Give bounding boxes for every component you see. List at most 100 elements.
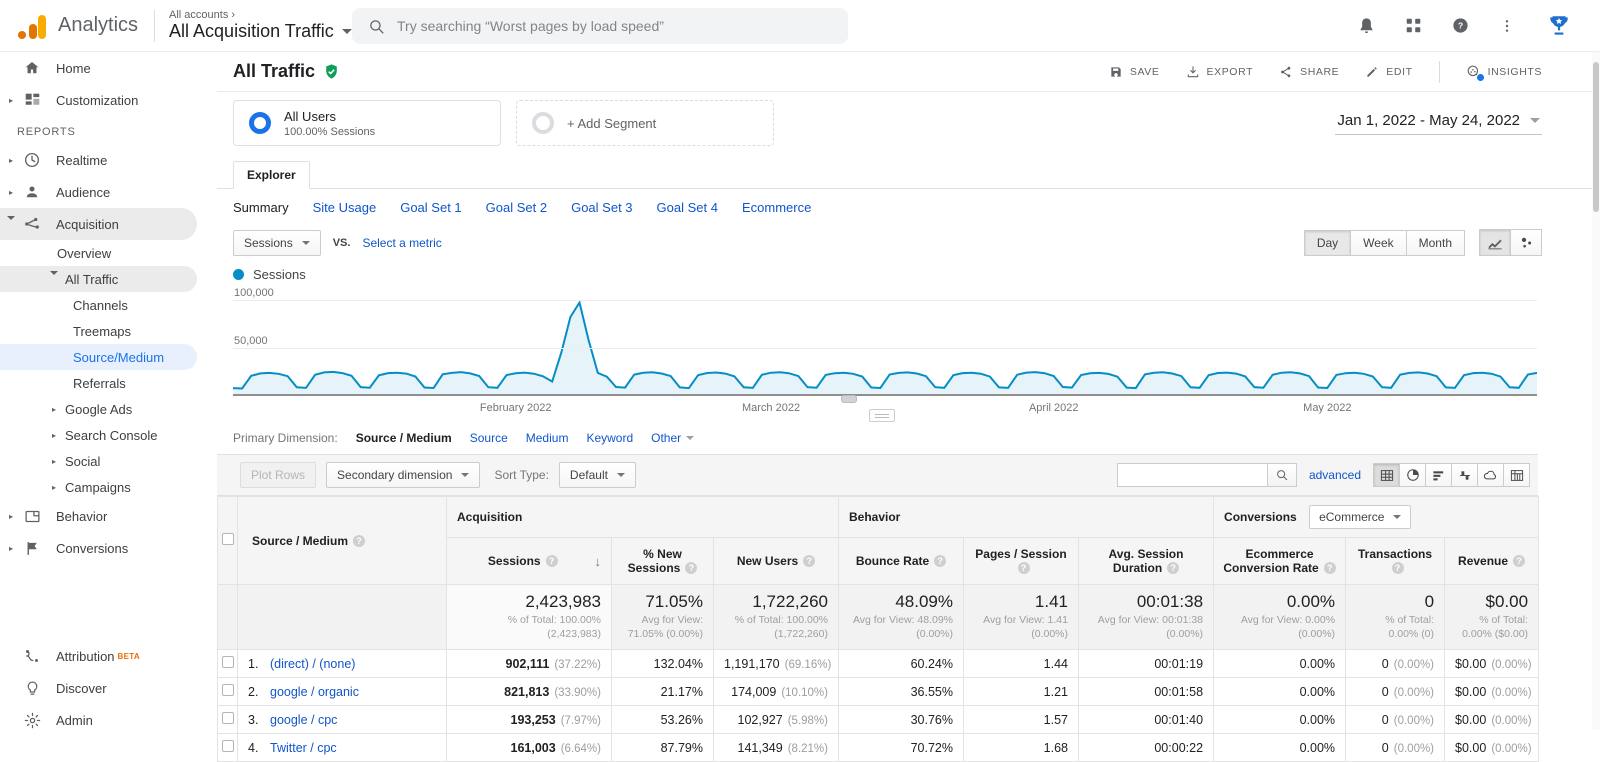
sort-type-button[interactable]: Default [558,462,636,488]
sidebar-item-channels[interactable]: Channels [73,297,128,313]
motion-chart-view-button[interactable] [1510,229,1542,256]
sidebar-item-conversions[interactable]: ▸ Conversions [8,540,129,556]
chart-scrub-handle[interactable] [840,395,857,403]
help-icon[interactable]: ? [1450,16,1470,36]
kebab-menu-icon[interactable] [1497,16,1517,36]
column-header-new-users[interactable]: New Users [713,537,839,585]
secondary-dimension-button[interactable]: Secondary dimension [326,462,481,488]
source-medium-link[interactable]: google / organic [270,684,359,699]
performance-view-button[interactable] [1425,463,1452,487]
sidebar-item-overview[interactable]: Overview [57,245,112,261]
help-icon[interactable] [1513,555,1526,567]
subtab-ecommerce[interactable]: Ecommerce [741,200,812,215]
select-metric-link[interactable]: Select a metric [362,235,442,250]
data-table-view-button[interactable] [1373,463,1400,487]
granularity-week-button[interactable]: Week [1350,229,1407,256]
help-icon[interactable] [1323,562,1336,574]
table-search-input[interactable] [1116,463,1267,487]
help-icon[interactable] [803,555,816,567]
apps-grid-icon[interactable] [1403,16,1423,36]
edit-button[interactable]: EDIT [1365,65,1412,79]
column-header-ecommerce-conversion-rate[interactable]: Ecommerce Conversion Rate [1213,537,1347,585]
sidebar-item-discover[interactable]: Discover [0,672,217,704]
sidebar-item-source-medium[interactable]: Source/Medium [0,344,197,370]
subtab-goal-set-2[interactable]: Goal Set 2 [485,200,548,215]
source-medium-link[interactable]: (direct) / (none) [270,656,356,671]
share-button[interactable]: SHARE [1279,65,1339,79]
subtab-site-usage[interactable]: Site Usage [312,200,377,215]
chart-expander-handle[interactable] [869,409,896,422]
advanced-link[interactable]: advanced [1308,468,1361,482]
sidebar-item-campaigns[interactable]: ▸ Campaigns [51,479,131,495]
table-row[interactable]: 1. (direct) / (none) 902,111 (37.22%) 132.… [217,649,1540,679]
tab-explorer[interactable]: Explorer [233,161,310,189]
source-medium-link[interactable]: google / cpc [270,712,338,727]
date-range-picker[interactable]: Jan 1, 2022 - May 24, 2022 [1335,112,1542,135]
table-search-button[interactable] [1266,463,1297,487]
sidebar-item-treemaps[interactable]: Treemaps [73,323,132,339]
sidebar-item-audience[interactable]: ▸ Audience [8,184,111,200]
table-row[interactable]: 2. google / organic 821,813 (33.90%) 21.17… [217,677,1540,707]
chart-plot[interactable]: 100,000 50,000 [233,287,1537,403]
user-avatar[interactable] [1544,11,1574,41]
pivot-view-button[interactable] [1503,463,1530,487]
term-cloud-view-button[interactable] [1477,463,1504,487]
source-medium-link[interactable]: Twitter / cpc [270,740,337,755]
primary-dim-keyword[interactable]: Keyword [586,431,634,445]
help-icon[interactable] [685,562,698,574]
subtab-goal-set-3[interactable]: Goal Set 3 [571,200,633,215]
sidebar-item-customization[interactable]: ▸ Customization [8,92,139,108]
segment-all-users[interactable]: All Users 100.00% Sessions [233,100,501,146]
select-all-checkbox[interactable] [221,533,234,545]
line-chart-view-button[interactable] [1479,229,1511,256]
help-icon[interactable] [353,534,366,547]
primary-dim-other[interactable]: Other [651,431,695,445]
sidebar-item-realtime[interactable]: ▸ Realtime [8,152,108,168]
primary-dim-source-medium[interactable]: Source / Medium [355,431,452,445]
granularity-month-button[interactable]: Month [1405,229,1465,256]
analytics-logo[interactable]: Analytics [0,13,138,39]
column-header-pages-session[interactable]: Pages / Session [963,537,1079,585]
help-icon[interactable] [934,555,947,567]
add-segment-button[interactable]: + Add Segment [516,100,774,146]
sidebar-item-admin[interactable]: Admin [0,704,217,730]
primary-dim-medium[interactable]: Medium [525,431,569,445]
column-header-sessions[interactable]: Sessions [446,537,612,585]
conversions-type-selector[interactable]: eCommerce [1309,505,1412,529]
export-button[interactable]: EXPORT [1186,65,1254,79]
table-row[interactable]: 4. Twitter / cpc 161,003 (6.64%) 87.79% 14… [217,733,1540,762]
granularity-day-button[interactable]: Day [1303,229,1352,256]
column-header-revenue[interactable]: Revenue [1444,537,1540,585]
sidebar-item-attribution[interactable]: Attribution BETA [0,640,217,672]
subtab-summary[interactable]: Summary [233,200,289,215]
subtab-goal-set-1[interactable]: Goal Set 1 [400,200,462,215]
sidebar-item-search-console[interactable]: ▸ Search Console [51,427,158,443]
comparison-view-button[interactable] [1451,463,1478,487]
plot-rows-button[interactable]: Plot Rows [240,462,317,488]
row-checkbox[interactable] [221,684,234,697]
sidebar-item-behavior[interactable]: ▸ Behavior [8,508,108,524]
row-checkbox[interactable] [221,740,234,753]
column-header-transactions[interactable]: Transactions [1345,537,1446,585]
column-header-new-sessions[interactable]: % New Sessions [611,537,714,585]
row-checkbox[interactable] [221,712,234,725]
page-scrollbar[interactable] [1592,52,1600,730]
sidebar-item-referrals[interactable]: Referrals [73,375,126,391]
sidebar-item-acquisition[interactable]: Acquisition [0,208,197,240]
help-icon[interactable] [1017,562,1030,574]
sidebar-item-google-ads[interactable]: ▸ Google Ads [51,401,133,417]
notifications-bell-icon[interactable] [1356,16,1376,36]
column-header-bounce-rate[interactable]: Bounce Rate [838,537,964,585]
search-input[interactable] [397,18,817,34]
subtab-goal-set-4[interactable]: Goal Set 4 [656,200,718,215]
breadcrumb-accounts[interactable]: All accounts › [169,9,236,21]
column-header-session-duration[interactable]: Avg. Session Duration [1077,537,1215,585]
save-button[interactable]: SAVE [1109,65,1160,79]
scrollbar-thumb[interactable] [1593,62,1599,212]
column-header-source-medium[interactable]: Source / Medium [237,496,447,585]
sidebar-item-social[interactable]: ▸ Social [51,453,101,469]
percentage-view-button[interactable] [1399,463,1426,487]
sidebar-item-home[interactable]: Home [0,52,217,84]
row-checkbox[interactable] [221,656,234,669]
help-icon[interactable] [545,554,558,567]
